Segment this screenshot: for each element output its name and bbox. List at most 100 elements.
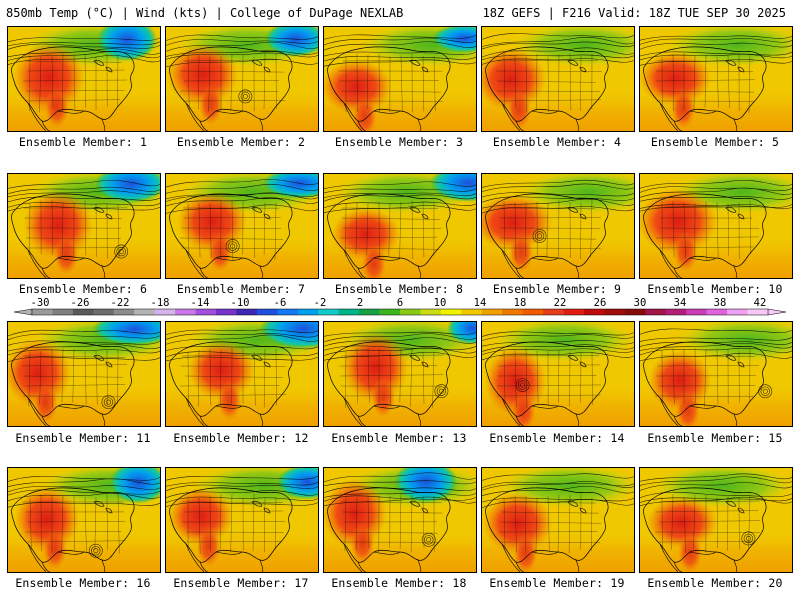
scale-min-arrow <box>13 308 33 316</box>
map-svg <box>482 174 634 278</box>
ensemble-map-panel[interactable] <box>481 467 635 573</box>
scale-swatch <box>400 309 421 315</box>
scale-tick-label: 26 <box>594 297 607 309</box>
panel-label: Ensemble Member: 5 <box>650 135 780 149</box>
map-svg <box>8 174 160 278</box>
panel-label: Ensemble Member: 15 <box>647 431 783 445</box>
ensemble-map-panel[interactable] <box>639 26 793 132</box>
map-svg <box>166 27 318 131</box>
map-svg <box>8 468 160 572</box>
scale-swatch <box>543 309 564 315</box>
scale-tick-label: -14 <box>191 297 210 309</box>
scale-swatch <box>481 309 503 315</box>
scale-swatch <box>175 309 196 315</box>
map-svg <box>166 174 318 278</box>
header-right-title: 18Z GEFS | F216 Valid: 18Z TUE SEP 30 20… <box>482 6 786 20</box>
ensemble-map-panel[interactable] <box>323 321 477 427</box>
panel-label: Ensemble Member: 9 <box>492 282 622 296</box>
scale-swatch <box>93 309 115 315</box>
scale-swatch <box>72 309 94 315</box>
ensemble-map-panel[interactable] <box>481 321 635 427</box>
map-svg <box>324 322 476 426</box>
scale-tick-label: -2 <box>314 297 327 309</box>
scale-swatch <box>584 309 605 315</box>
scale-swatch <box>318 309 339 315</box>
ensemble-map-panel[interactable] <box>323 173 477 279</box>
scale-tick-label: 6 <box>397 297 403 309</box>
ensemble-map-panel[interactable] <box>165 173 319 279</box>
ensemble-map-panel[interactable] <box>7 173 161 279</box>
scale-tick-label: 18 <box>514 297 527 309</box>
scale-tick-label: 14 <box>474 297 487 309</box>
panel-label: Ensemble Member: 1 <box>18 135 148 149</box>
scale-tick-label: 30 <box>634 297 647 309</box>
scale-tick-label: 22 <box>554 297 567 309</box>
map-svg <box>324 468 476 572</box>
map-svg <box>640 174 792 278</box>
ensemble-map-panel[interactable] <box>481 173 635 279</box>
ensemble-map-panel[interactable] <box>481 26 635 132</box>
scale-swatch <box>379 309 401 315</box>
map-svg <box>640 27 792 131</box>
scale-swatch <box>747 309 769 315</box>
ensemble-map-panel[interactable] <box>7 26 161 132</box>
temperature-color-scale: -30 -26 -22 -18 -14 -10 -6 -2 2 6 10 14 18 22 26 30 34 38… <box>13 297 787 316</box>
panel-label: Ensemble Member: 11 <box>15 431 151 445</box>
ensemble-map-panel[interactable] <box>165 26 319 132</box>
scale-swatch <box>256 309 278 315</box>
scale-swatch <box>686 309 707 315</box>
scale-tick-label: 2 <box>357 297 363 309</box>
scale-tick-label: -10 <box>231 297 250 309</box>
ensemble-map-panel[interactable] <box>323 467 477 573</box>
ensemble-map-panel[interactable] <box>639 173 793 279</box>
scale-tick-label: 42 <box>754 297 767 309</box>
scale-swatch <box>154 309 176 315</box>
scale-tick-label: 38 <box>714 297 727 309</box>
scale-swatch <box>216 309 237 315</box>
scale-swatch <box>420 309 442 315</box>
scale-tick-label: -18 <box>151 297 170 309</box>
header-left-title: 850mb Temp (°C) | Wind (kts) | College o… <box>6 6 404 20</box>
panel-label: Ensemble Member: 18 <box>331 576 467 590</box>
map-svg <box>640 468 792 572</box>
map-svg <box>166 322 318 426</box>
map-svg <box>482 27 634 131</box>
map-svg <box>640 322 792 426</box>
panel-label: Ensemble Member: 14 <box>489 431 625 445</box>
panel-label: Ensemble Member: 3 <box>334 135 464 149</box>
map-svg <box>8 27 160 131</box>
scale-swatch <box>665 309 687 315</box>
scale-swatch <box>502 309 523 315</box>
panel-label: Ensemble Member: 4 <box>492 135 622 149</box>
ensemble-map-panel[interactable] <box>165 321 319 427</box>
scale-swatch <box>113 309 135 315</box>
panel-label: Ensemble Member: 7 <box>176 282 306 296</box>
scale-swatch <box>522 309 544 315</box>
scale-tick-label: -6 <box>274 297 287 309</box>
ensemble-map-panel[interactable] <box>7 467 161 573</box>
panel-label: Ensemble Member: 2 <box>176 135 306 149</box>
scale-swatch <box>461 309 483 315</box>
ensemble-map-panel[interactable] <box>639 467 793 573</box>
ensemble-map-panel[interactable] <box>323 26 477 132</box>
scale-tick-label: -22 <box>111 297 130 309</box>
panel-label: Ensemble Member: 17 <box>173 576 309 590</box>
panel-label: Ensemble Member: 6 <box>18 282 148 296</box>
ensemble-map-panel[interactable] <box>7 321 161 427</box>
scale-tick-label: -26 <box>71 297 90 309</box>
scale-swatch <box>604 309 626 315</box>
ensemble-map-panel[interactable] <box>639 321 793 427</box>
scale-swatch <box>32 309 53 315</box>
scale-swatch <box>52 309 74 315</box>
map-svg <box>324 174 476 278</box>
panel-label: Ensemble Member: 20 <box>647 576 783 590</box>
ensemble-map-panel[interactable] <box>165 467 319 573</box>
scale-swatch <box>236 309 258 315</box>
scale-swatch <box>563 309 585 315</box>
panel-label: Ensemble Member: 13 <box>331 431 467 445</box>
map-svg <box>482 468 634 572</box>
map-svg <box>482 322 634 426</box>
scale-swatch <box>706 309 728 315</box>
panel-label: Ensemble Member: 19 <box>489 576 625 590</box>
scale-swatch <box>134 309 155 315</box>
